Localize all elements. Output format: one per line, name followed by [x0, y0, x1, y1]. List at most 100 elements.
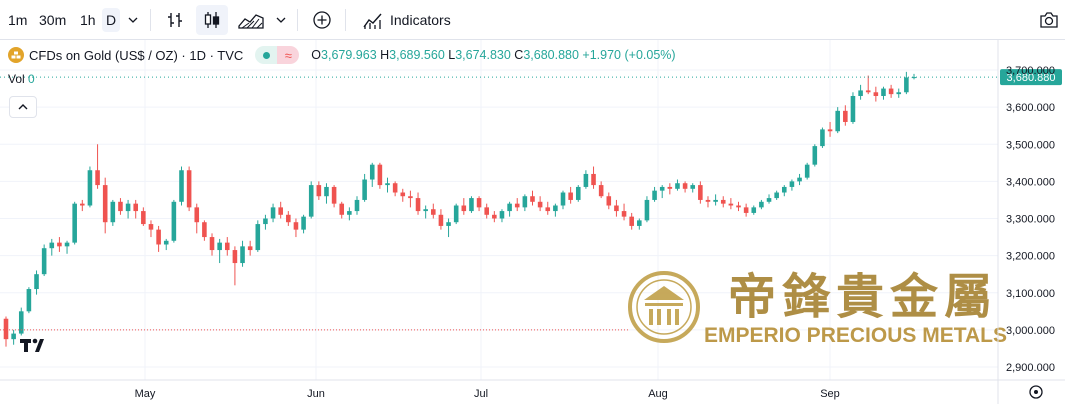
candle — [728, 198, 734, 210]
candle — [545, 201, 551, 215]
area-chart-type-button[interactable] — [234, 5, 268, 35]
gold-bars-icon — [8, 47, 24, 63]
tradingview-logo-v — [35, 339, 44, 352]
candle — [652, 186, 657, 202]
candle — [682, 181, 688, 193]
candle — [751, 205, 757, 215]
time-tick-label: Sep — [820, 388, 840, 400]
emperio-logo-pillar-2 — [657, 309, 661, 325]
chart-type-dropdown[interactable] — [272, 5, 290, 35]
candle — [156, 225, 161, 252]
emperio-logo-ring — [628, 271, 700, 343]
candle — [827, 121, 833, 137]
candle — [408, 190, 413, 208]
emperio-logo-pillar-1 — [649, 309, 653, 325]
interval-30m[interactable]: 30m — [39, 12, 67, 28]
candle — [118, 198, 123, 215]
candle — [858, 84, 863, 100]
candle — [438, 209, 444, 230]
symbol-title[interactable]: CFDs on Gold (US$ / OZ) · 1D · TVC — [29, 47, 244, 63]
open-key: O — [311, 48, 322, 62]
compare-add-symbol-button[interactable] — [307, 5, 337, 35]
tradingview-logo-stem — [24, 339, 28, 352]
candle — [446, 218, 451, 238]
last-price-label: 3,680.880 — [1007, 72, 1056, 84]
interval-dropdown[interactable] — [124, 5, 142, 35]
candle — [873, 86, 879, 102]
candle — [95, 144, 100, 189]
tradingview-logo[interactable] — [20, 338, 44, 352]
candle — [362, 173, 367, 202]
bar-chart-type-button[interactable] — [160, 5, 190, 35]
toolbar-divider — [297, 9, 298, 31]
candle — [18, 307, 24, 336]
price-axis[interactable]: 2,900.000 3,000.000 3,100.000 3,200.000 3,30… — [997, 40, 1055, 404]
candle — [41, 244, 47, 277]
toolbar-divider — [345, 9, 346, 31]
candle — [705, 196, 711, 208]
candle — [591, 166, 596, 189]
candle — [179, 166, 184, 206]
candle — [148, 220, 154, 238]
candle — [675, 179, 680, 191]
candle — [843, 105, 848, 126]
candle — [484, 203, 489, 219]
candle — [835, 107, 840, 134]
candle — [240, 240, 245, 267]
indicators-button[interactable]: Indicators — [356, 5, 457, 35]
area-chart-icon — [238, 14, 264, 29]
candle — [659, 185, 665, 199]
chart-settings-icon[interactable] — [1029, 385, 1043, 399]
candle — [301, 214, 306, 234]
price-tick-label: 3,000.000 — [1006, 325, 1055, 337]
screenshot-button[interactable] — [1036, 5, 1062, 35]
candle — [896, 88, 902, 98]
candle — [385, 177, 390, 193]
chevron-up-icon — [18, 104, 28, 110]
candlestick-series — [3, 71, 917, 347]
candle — [797, 173, 802, 186]
candle — [537, 196, 543, 212]
candle — [110, 199, 116, 226]
chevron-down-icon — [128, 17, 138, 23]
candle — [850, 92, 856, 124]
candle — [26, 287, 32, 314]
candle — [186, 166, 192, 212]
low-value: 3,674.830 — [455, 48, 511, 62]
time-axis[interactable]: May Jun Jul Aug Sep — [0, 379, 1065, 400]
top-toolbar: 1m 30m 1h D — [0, 0, 1065, 40]
candle — [392, 181, 398, 197]
last-price-tag — [1000, 69, 1062, 86]
open-value: 3,679.963 — [321, 48, 377, 62]
candle — [3, 316, 9, 347]
interval-1h[interactable]: 1h — [80, 12, 96, 28]
candle — [698, 181, 703, 204]
price-tick-label: 3,600.000 — [1006, 102, 1055, 114]
emperio-logo-pillar-3 — [667, 309, 671, 325]
delayed-data-icon: ≈ — [277, 46, 300, 64]
interval-1m[interactable]: 1m — [8, 12, 28, 28]
collapse-legend-button[interactable] — [9, 96, 37, 118]
toolbar-divider — [150, 9, 151, 31]
candle — [308, 181, 314, 219]
market-status-pill[interactable]: ≈ — [255, 46, 300, 64]
plus-circle-icon — [313, 11, 331, 29]
price-tick-label: 2,900.000 — [1006, 362, 1055, 374]
candle — [377, 162, 383, 189]
candle — [781, 185, 787, 197]
high-value: 3,689.560 — [389, 48, 445, 62]
interval-d[interactable]: D — [102, 8, 121, 32]
symbol-legend: CFDs on Gold (US$ / OZ) · 1D · TVC ≈ O3,… — [8, 45, 676, 65]
candle — [224, 237, 230, 256]
candle — [141, 207, 146, 226]
candle — [72, 201, 77, 245]
emperio-chinese-name: 帝鋒貴金屬 — [728, 269, 998, 325]
candle — [743, 203, 749, 217]
candle — [514, 198, 520, 212]
candle — [49, 238, 55, 256]
candle — [270, 203, 276, 223]
candle — [202, 220, 207, 241]
candles-chart-type-button[interactable] — [196, 5, 228, 35]
candle — [263, 214, 268, 230]
